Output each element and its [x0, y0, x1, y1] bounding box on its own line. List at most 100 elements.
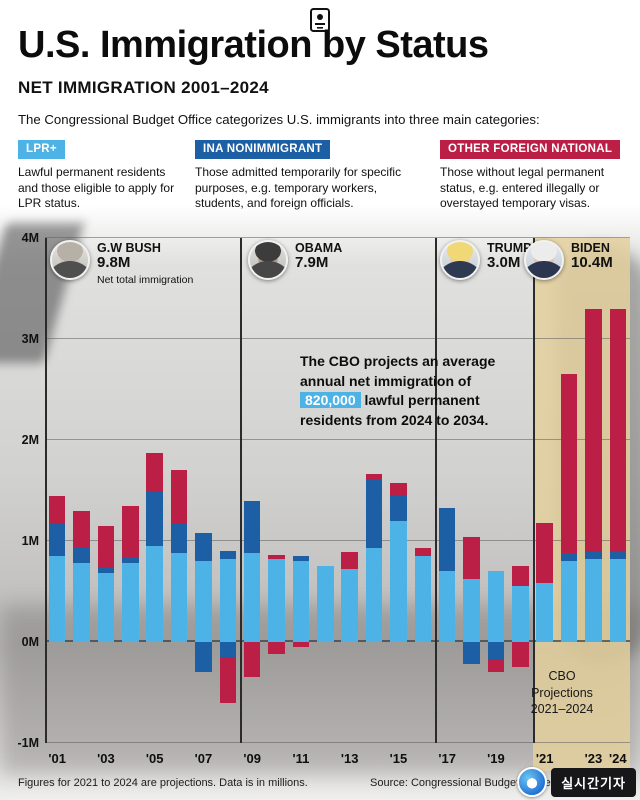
- y-tick--1M: -1M: [17, 736, 39, 750]
- bar-segment-2001-ina: [48, 522, 66, 557]
- bar-segment-2018-ina-negative: [463, 642, 480, 665]
- category-card-lpr: LPR+ Lawful permanent residents and thos…: [18, 139, 182, 212]
- bar-segment-2013-lpr: [341, 569, 358, 642]
- bar-column-2020: [508, 238, 532, 743]
- x-axis: '01 '03 '05 '07 '09 '11 '13 '15 '17 '19 '21 '23 '24: [45, 751, 630, 771]
- bar-segment-2008-ina: [219, 551, 237, 560]
- projection-label-line: 2021–2024: [530, 702, 594, 716]
- intro-text: The Congressional Budget Office categori…: [18, 112, 540, 127]
- bar-column-2001: [45, 238, 69, 743]
- president-total: 9.8M: [97, 254, 131, 271]
- president-photo-biden: [524, 240, 564, 280]
- bar-segment-2003-other: [97, 525, 115, 569]
- y-tick-0M: 0M: [21, 635, 39, 649]
- category-badge-other: OTHER FOREIGN NATIONAL: [440, 140, 621, 159]
- president-photo-bush: [50, 240, 90, 280]
- president-card-biden: BIDEN 10.4M: [524, 240, 613, 280]
- bar-column-2022: [557, 238, 581, 743]
- bar-segment-2020-lpr: [512, 586, 529, 642]
- bar-segment-2007-ina: [195, 532, 212, 562]
- bar-segment-2003-lpr: [97, 573, 115, 642]
- bar-column-2004: [118, 238, 142, 743]
- y-tick-2M: 2M: [21, 433, 39, 447]
- era-divider-2021: [532, 238, 535, 743]
- bar-segment-2004-ina: [122, 557, 139, 564]
- bar-segment-2011-ina: [292, 556, 310, 562]
- bar-segment-2004-other: [122, 505, 139, 558]
- bar-column-2009: [240, 238, 264, 743]
- x-tick-2007: '07: [194, 751, 213, 766]
- president-name: G.W BUSH: [97, 241, 161, 255]
- category-badge-lpr: LPR+: [18, 140, 65, 159]
- bar-segment-2019-lpr: [487, 571, 505, 642]
- bar-segment-2006-ina: [170, 522, 188, 554]
- annotation-bold-range: 2024 to 2034: [401, 411, 485, 428]
- bar-column-2005: [143, 238, 167, 743]
- x-tick-2003: '03: [97, 751, 115, 766]
- bar-segment-2015-ina: [390, 495, 407, 521]
- bar-segment-2010-other-negative: [268, 642, 285, 655]
- bar-segment-2002-other: [73, 510, 90, 549]
- gridline-1M: [45, 540, 630, 541]
- bar-segment-2008-lpr: [219, 559, 237, 642]
- bar-column-2011: [289, 238, 313, 743]
- gridline-3M: [45, 338, 630, 339]
- bar-column-2024: [606, 238, 630, 743]
- projection-label-line: Projections: [531, 685, 593, 700]
- annotation-line-2: annual net immigration of: [300, 372, 472, 389]
- y-tick-1M: 1M: [21, 534, 39, 548]
- bar-segment-2009-ina: [243, 500, 261, 554]
- president-total: 7.9M: [295, 254, 329, 271]
- bar-segment-2007-ina-negative: [195, 642, 212, 673]
- projection-label-line: CBO: [548, 669, 576, 683]
- bar-segment-2011-lpr: [292, 561, 310, 642]
- bar-segment-2014-other: [365, 474, 383, 480]
- bar-segment-2019-ina-negative: [487, 642, 505, 661]
- annotation-text: lawful permanent: [360, 392, 480, 409]
- bar-column-2010: [264, 238, 288, 743]
- x-tick-2009: '09: [243, 751, 261, 766]
- bar-segment-2013-other: [341, 552, 358, 570]
- president-total: 10.4M: [571, 254, 613, 271]
- bar-column-2008: [216, 238, 240, 743]
- gridline-4M: [45, 237, 630, 238]
- president-name: OBAMA: [295, 241, 343, 255]
- president-card-obama: OBAMA 7.9M: [248, 240, 342, 280]
- bar-segment-2010-other: [268, 555, 285, 560]
- x-tick-2001: '01: [48, 751, 66, 766]
- bar-column-2017: [435, 238, 459, 743]
- bar-column-2019: [484, 238, 508, 743]
- bar-segment-2010-lpr: [268, 559, 285, 642]
- projection-label: CBO Projections 2021–2024: [512, 668, 612, 718]
- annotation-text: residents from: [300, 411, 402, 428]
- y-tick-4M: 4M: [21, 231, 39, 245]
- y-tick-3M: 3M: [21, 332, 39, 346]
- category-card-other: OTHER FOREIGN NATIONAL Those without leg…: [440, 139, 636, 212]
- annotation: The CBO projects an average annual net i…: [300, 352, 514, 430]
- bar-column-2013: [338, 238, 362, 743]
- president-name: BIDEN: [571, 241, 610, 255]
- bar-segment-2002-ina: [73, 548, 90, 564]
- bar-segment-2023-ina: [585, 551, 602, 560]
- bar-column-2023: [581, 238, 605, 743]
- bar-segment-2005-lpr: [146, 546, 163, 642]
- bar-column-2018: [459, 238, 483, 743]
- bar-segment-2020-other: [512, 566, 529, 587]
- annotation-line-4: residents from 2024 to 2034.: [300, 411, 514, 431]
- president-photo-trump: [440, 240, 480, 280]
- x-tick-2024: '24: [609, 751, 627, 766]
- bar-segment-2008-ina-negative: [219, 642, 237, 658]
- category-badge-ina: INA NONIMMIGRANT: [195, 140, 331, 159]
- bar-segment-2008-other-negative: [219, 657, 237, 703]
- x-tick-2011: '11: [292, 751, 310, 766]
- watermark: 실시간기자: [517, 767, 636, 797]
- bar-column-2014: [362, 238, 386, 743]
- category-desc-lpr: Lawful permanent residents and those eli…: [18, 165, 175, 211]
- bar-segment-2004-lpr: [122, 563, 139, 642]
- bar-segment-2005-other: [146, 453, 163, 491]
- x-tick-2015: '15: [389, 751, 408, 766]
- bar-segment-2023-other: [585, 308, 602, 552]
- annotation-text: .: [484, 411, 489, 428]
- bar-segment-2020-other-negative: [512, 642, 529, 668]
- era-divider-2017: [435, 238, 437, 743]
